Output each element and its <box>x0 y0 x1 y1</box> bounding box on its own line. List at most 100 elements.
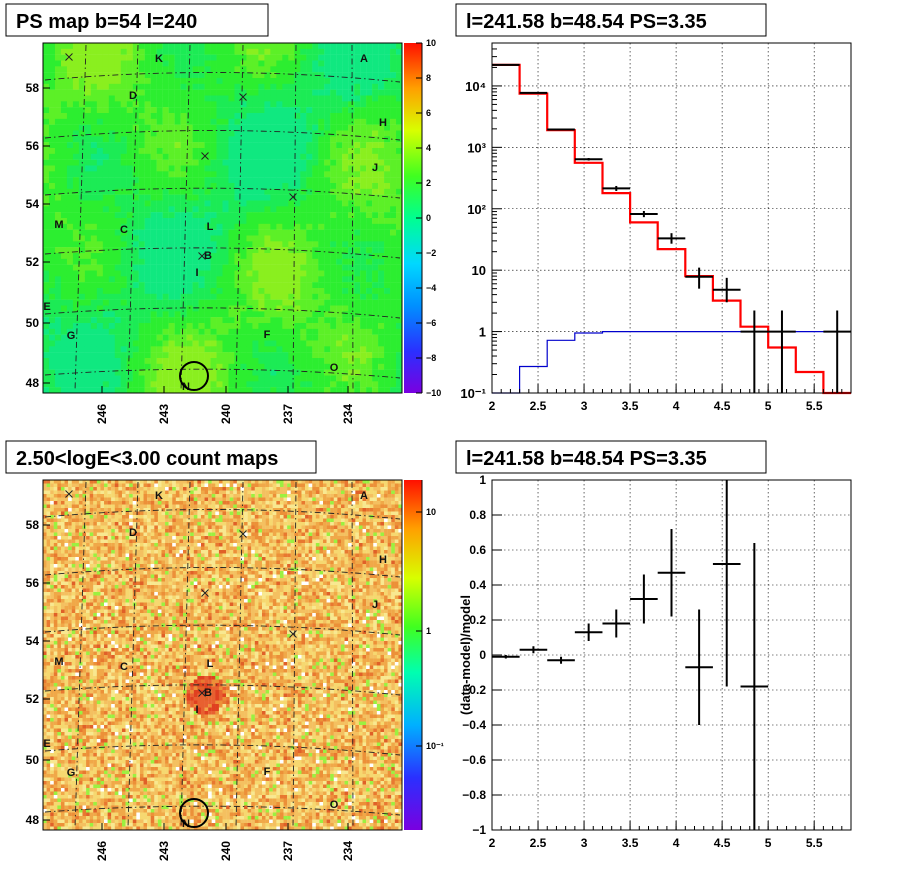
ps-map-cell <box>72 130 80 137</box>
ps-map-cell <box>246 334 253 341</box>
ps-map-cell <box>114 142 121 149</box>
ps-map-cell <box>126 142 133 149</box>
count-map-cell <box>46 823 51 827</box>
ps-map-cell <box>252 253 259 260</box>
count-map-cell <box>78 592 83 596</box>
count-map-cell <box>43 602 47 607</box>
ps-map-cell <box>144 375 151 382</box>
count-map-cell <box>57 494 62 498</box>
ps-map-cell <box>396 293 403 300</box>
ps-map-cell <box>72 282 80 289</box>
ps-map-cell <box>234 148 241 155</box>
ps-map-cell <box>222 194 229 201</box>
count-map-cell <box>78 613 83 617</box>
ps-map-cell <box>54 60 62 67</box>
ps-map-cell <box>324 334 331 341</box>
ps-map-cell <box>354 78 361 85</box>
count-map-cell <box>75 515 80 519</box>
ps-map-cell <box>234 66 241 73</box>
ps-map-cell <box>84 270 92 277</box>
ps-map-cell <box>60 148 68 155</box>
ps-map-cell <box>348 264 355 271</box>
count-map-cell <box>53 504 58 509</box>
ps-map-cell <box>54 270 62 277</box>
ps-map-y-tick-label: 58 <box>26 81 40 95</box>
ps-map-cell <box>336 369 343 376</box>
ps-map-cell <box>288 328 295 335</box>
ps-map-cell <box>396 188 403 195</box>
ps-map-cell <box>54 165 62 172</box>
count-map-cell <box>60 763 65 768</box>
ps-map-cell <box>60 83 68 90</box>
count-map-cell <box>64 630 69 635</box>
ps-map-cell <box>288 60 295 67</box>
ps-map-cell <box>90 136 98 143</box>
ps-map-cell <box>390 334 397 341</box>
ps-map-cell <box>54 48 62 55</box>
ps-map-cell <box>96 358 104 365</box>
count-map-cell <box>78 504 83 509</box>
ps-map-cell <box>282 212 289 219</box>
ps-map-cell <box>43 293 50 300</box>
ps-map-cell <box>168 153 175 160</box>
ps-map-cell <box>102 363 110 370</box>
ps-map-cell <box>306 293 313 300</box>
ps-map-cell <box>210 299 217 306</box>
ps-map-cell <box>234 183 241 190</box>
ps-map-cell <box>174 293 181 300</box>
ps-map-cell <box>228 83 235 90</box>
ps-map-cell <box>378 72 385 79</box>
ps-map-cell <box>210 136 217 143</box>
ps-map-cell <box>288 288 295 295</box>
ps-map-cell <box>144 107 151 114</box>
ps-map-cell <box>300 159 307 166</box>
ps-map-cell <box>186 334 193 341</box>
ps-map-cell <box>276 165 283 172</box>
ps-map-cell <box>366 328 373 335</box>
ps-map-cell <box>228 299 235 306</box>
ps-map-cell <box>72 311 80 318</box>
count-map-cell <box>60 536 65 540</box>
ps-map-cell <box>336 352 343 359</box>
ps-map-cell <box>348 288 355 295</box>
ps-map-cell <box>258 334 265 341</box>
ps-map-cell <box>96 334 104 341</box>
ps-map-cell <box>360 159 367 166</box>
ps-map-cell <box>246 130 253 137</box>
count-map-cell <box>78 732 83 736</box>
count-map-cell <box>46 494 51 498</box>
count-map-cell <box>57 560 62 565</box>
ps-map-cell <box>108 218 115 225</box>
count-map-cell <box>43 564 47 568</box>
ps-map-cell <box>186 118 193 125</box>
ps-map-cell <box>78 72 86 79</box>
ps-map-cell <box>324 118 331 125</box>
count-map-cell <box>86 553 90 558</box>
ps-map-cell <box>43 247 50 254</box>
ps-map-cell <box>228 241 235 248</box>
ps-map-cell <box>246 218 253 225</box>
ps-map-cell <box>132 276 139 283</box>
ps-map-cell <box>204 194 211 201</box>
ps-map-cell <box>366 375 373 382</box>
ps-map-cell <box>336 247 343 254</box>
ps-map-cell <box>312 124 319 131</box>
count-map-cell <box>68 714 72 719</box>
count-map-cell <box>43 487 47 491</box>
ps-map-cell <box>84 113 92 120</box>
ps-map-cell <box>258 375 265 382</box>
ps-map-cell <box>318 375 325 382</box>
count-map-cell <box>68 532 72 537</box>
ps-map-cell <box>312 241 319 248</box>
count-map-cell <box>43 718 47 722</box>
ps-map-cell <box>96 136 104 143</box>
count-map-cell <box>75 725 80 729</box>
count-map-cell <box>86 795 90 799</box>
ps-map-cell <box>288 264 295 271</box>
ps-map-cell <box>378 387 385 394</box>
ps-map-cell <box>342 54 349 61</box>
count-map-cell <box>68 616 72 621</box>
ps-map-cell <box>156 229 163 236</box>
ps-map-cell <box>234 48 241 55</box>
count-map-cell <box>86 819 90 824</box>
